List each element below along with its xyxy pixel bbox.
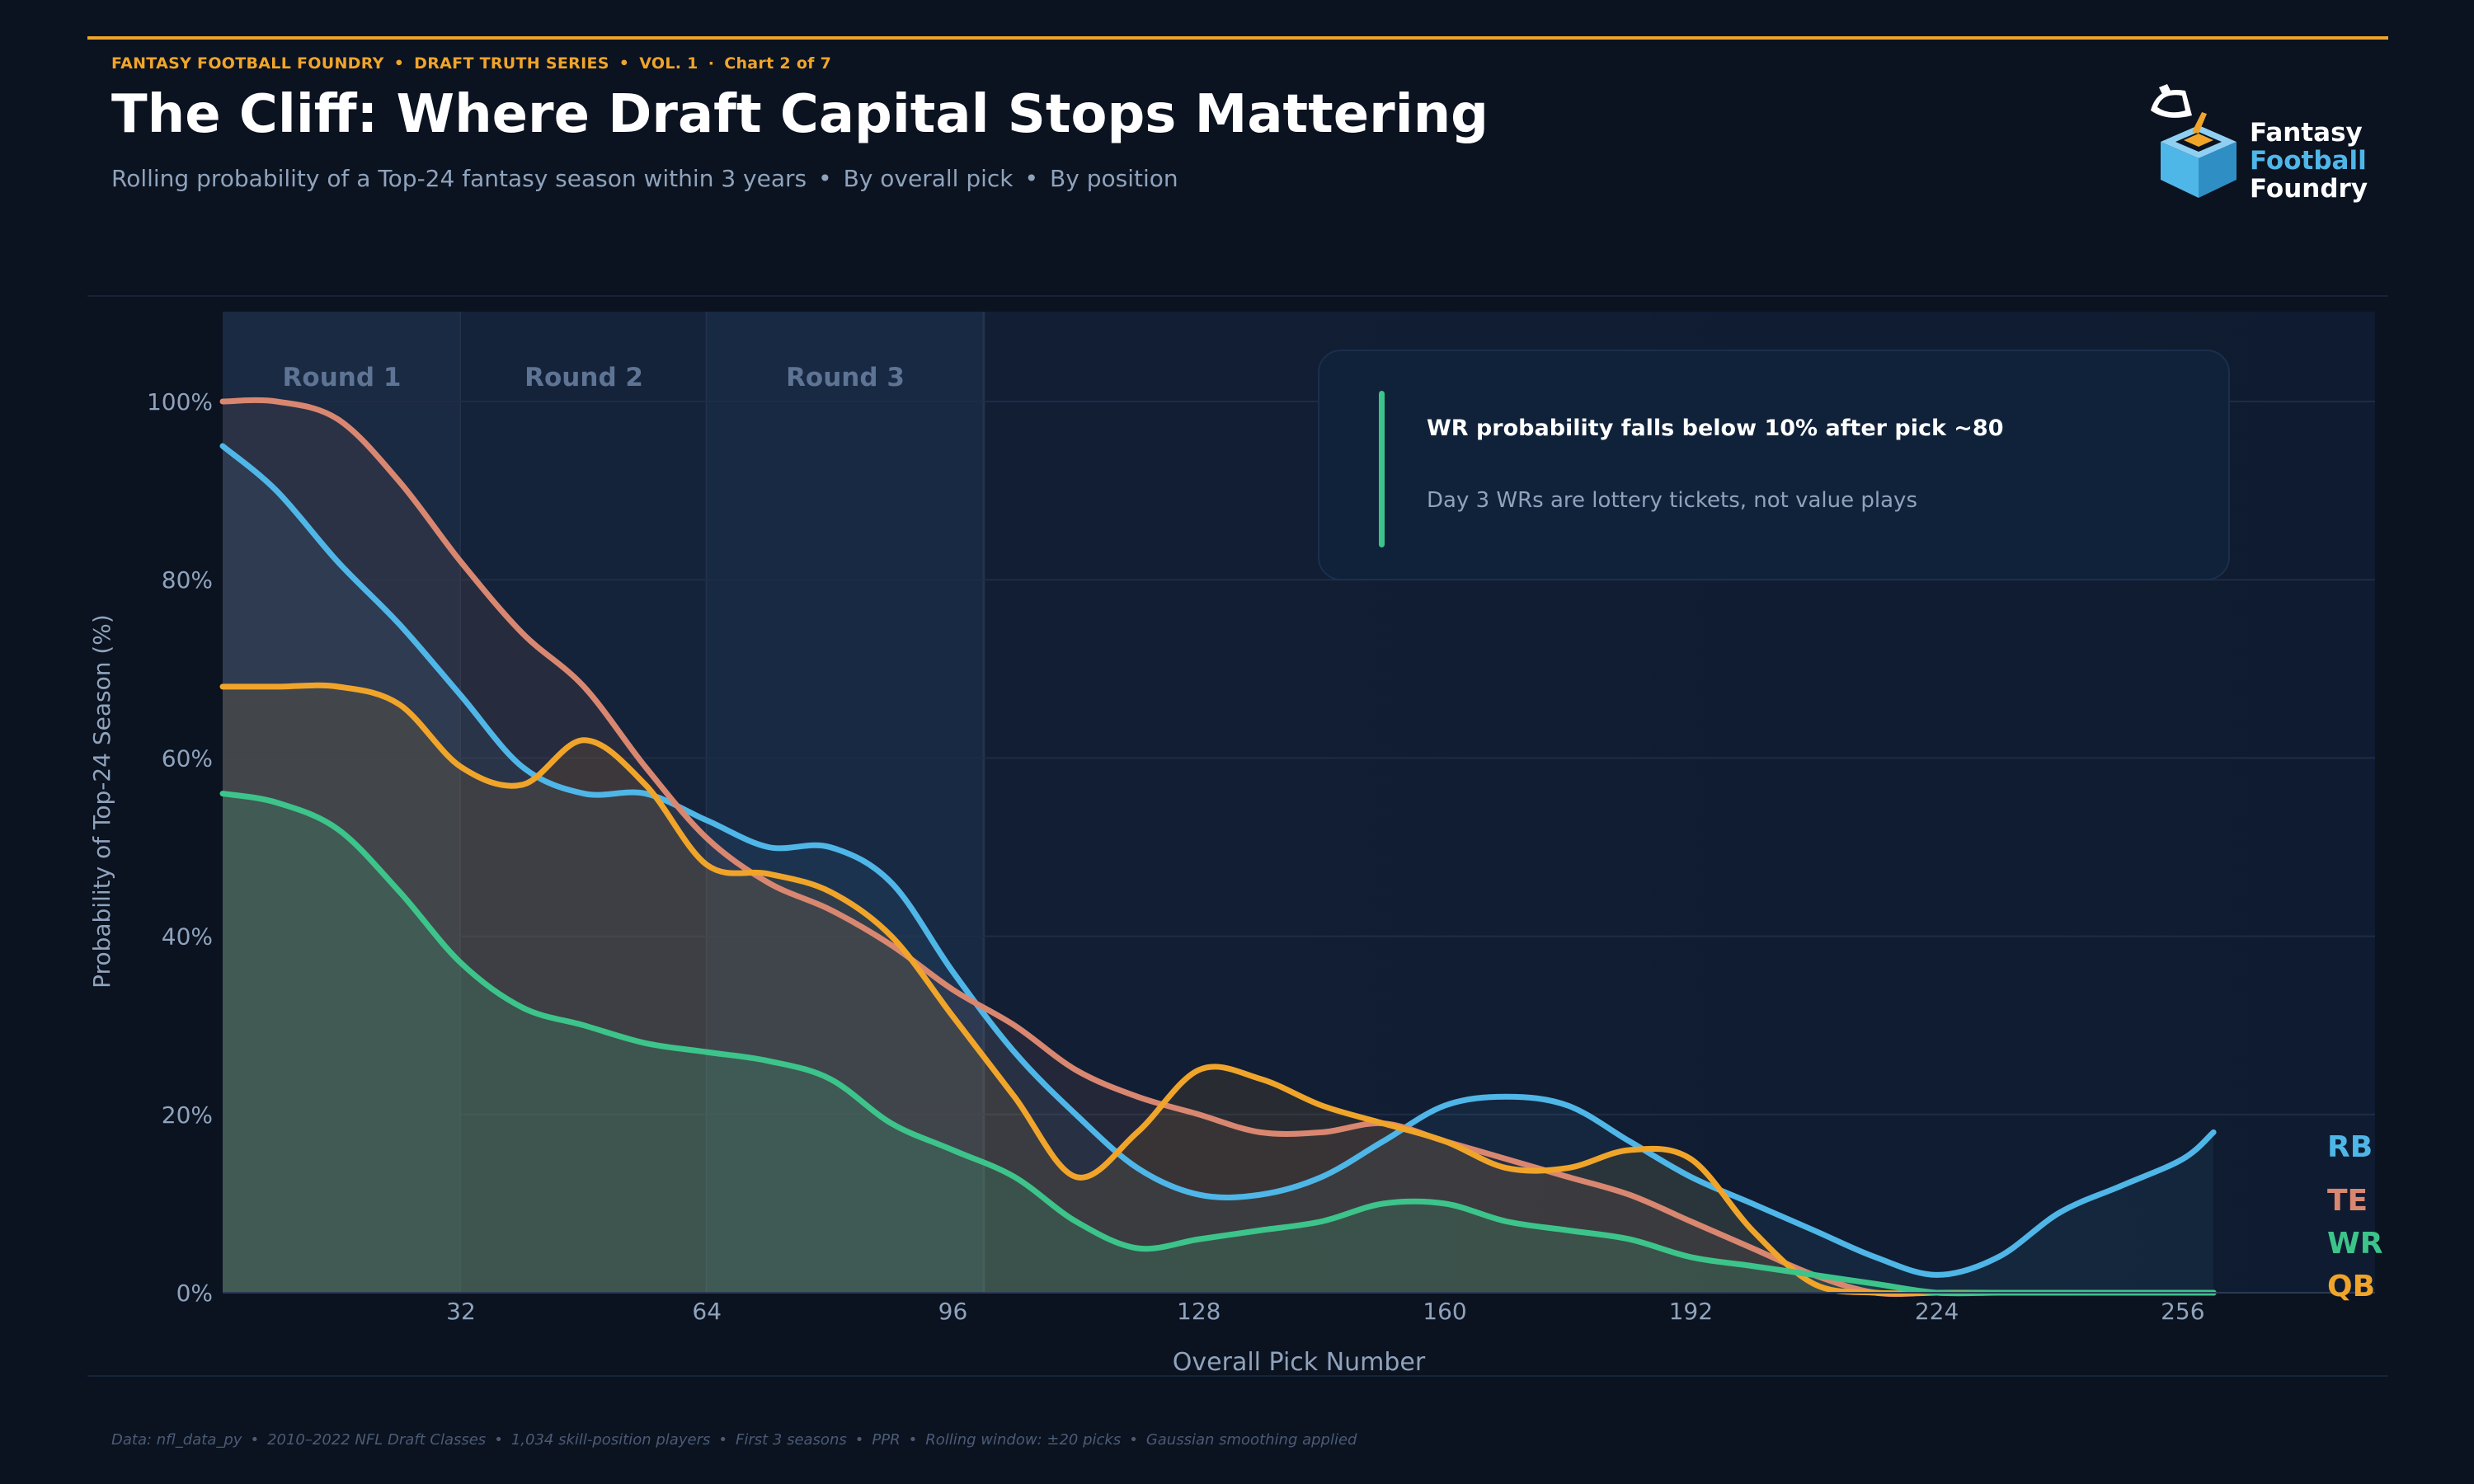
footer-separator: • [908, 1431, 918, 1449]
y-tick-label: 80% [162, 566, 213, 594]
legend-label-te: TE [2327, 1184, 2368, 1218]
kicker-separator: • [618, 54, 630, 73]
subtitle-separator: • [1024, 165, 1039, 192]
brand-logo: Fantasy Football Foundry [2142, 82, 2390, 206]
footer-item: Gaussian smoothing applied [1145, 1431, 1357, 1449]
callout-body: Day 3 WRs are lottery tickets, not value… [1427, 488, 1917, 513]
round-band [707, 312, 984, 1293]
y-tick-label: 0% [176, 1280, 213, 1307]
footer-divider [87, 1375, 2388, 1377]
y-tick-label: 20% [162, 1101, 213, 1129]
legend-label-qb: QB [2327, 1270, 2375, 1303]
kicker-brand: FANTASY FOOTBALL FOUNDRY [111, 54, 384, 73]
kicker-separator: • [393, 54, 405, 73]
header-divider [87, 295, 2388, 297]
series-area-te [223, 400, 2214, 1294]
y-axis-title: Probability of Top-24 Season (%) [88, 614, 115, 989]
kicker-separator: · [708, 54, 715, 73]
subtitle-separator: • [818, 165, 832, 192]
subtitle-part: By position [1050, 165, 1178, 192]
round-label: Round 2 [524, 363, 643, 392]
footer-item: Rolling window: ±20 picks [925, 1431, 1122, 1449]
y-tick-label: 60% [162, 744, 213, 772]
footer-separator: • [1129, 1431, 1138, 1449]
series-end-labels: RB TE WR QB [2327, 1130, 2382, 1303]
kicker: FANTASY FOOTBALL FOUNDRY • DRAFT TRUTH SER… [111, 54, 831, 73]
round-label: Round 1 [283, 363, 402, 392]
x-tick-label: 128 [1177, 1298, 1221, 1325]
series-area-qb [223, 685, 2214, 1294]
logo-line-3: Foundry [2250, 174, 2368, 204]
y-tick-label: 100% [147, 388, 213, 416]
axes: 0% 20% 40% 60% 80% 100% 32 64 96 128 160 192 224 256 O… [88, 388, 2375, 1377]
x-tick-label: 224 [1915, 1298, 1959, 1325]
x-tick-label: 32 [446, 1298, 476, 1325]
logo-wordmark: Fantasy Football Foundry [2250, 119, 2368, 203]
legend-label-rb: RB [2327, 1130, 2373, 1164]
series-area-rb [223, 446, 2214, 1293]
x-tick-label: 96 [938, 1298, 968, 1325]
footer-item: Data: nfl_data_py [111, 1431, 242, 1449]
callout-headline: WR probability falls below 10% after pic… [1427, 416, 2004, 441]
series-line-rb [219, 443, 2217, 1278]
subtitle-part: Rolling probability of a Top-24 fantasy … [111, 165, 807, 192]
footer-item: PPR [872, 1431, 901, 1449]
footer-separator: • [250, 1431, 260, 1449]
footer-item: 1,034 skill-position players [510, 1431, 711, 1449]
x-axis-title: Overall Pick Number [1173, 1348, 1426, 1377]
round-label: Round 3 [786, 363, 905, 392]
callout-accent-bar [1379, 391, 1385, 547]
logo-line-1: Fantasy [2250, 118, 2363, 148]
footer-separator: • [854, 1431, 864, 1449]
subtitle-part: By overall pick [843, 165, 1014, 192]
logo-line-2: Football [2250, 146, 2367, 176]
footer-item: 2010–2022 NFL Draft Classes [267, 1431, 487, 1449]
series-line-wr [219, 791, 2217, 1297]
footer-separator: • [718, 1431, 727, 1449]
chart-title: The Cliff: Where Draft Capital Stops Mat… [111, 84, 1489, 145]
kicker-series: DRAFT TRUTH SERIES [414, 54, 609, 73]
series-area-wr [223, 793, 2214, 1294]
x-tick-label: 192 [1669, 1298, 1713, 1325]
insight-callout: WR probability falls below 10% after pic… [1318, 350, 2230, 580]
x-tick-label: 256 [2161, 1298, 2204, 1325]
data-source-footer: Data: nfl_data_py • 2010–2022 NFL Draft Cl… [111, 1431, 1357, 1449]
chart-subtitle: Rolling probability of a Top-24 fantasy … [111, 165, 1178, 192]
kicker-chart-count: Chart 2 of 7 [724, 54, 832, 73]
footer-item: First 3 seasons [735, 1431, 847, 1449]
kicker-volume: VOL. 1 [639, 54, 698, 73]
y-tick-label: 40% [162, 923, 213, 951]
x-tick-label: 64 [692, 1298, 722, 1325]
round-bands: Round 1 Round 2 Round 3 [223, 312, 985, 1293]
footer-separator: • [494, 1431, 503, 1449]
series-areas [223, 400, 2214, 1294]
top-accent-line [87, 36, 2388, 40]
foundry-bucket-icon [2151, 84, 2236, 198]
x-tick-label: 160 [1423, 1298, 1466, 1325]
legend-label-wr: WR [2327, 1227, 2382, 1261]
